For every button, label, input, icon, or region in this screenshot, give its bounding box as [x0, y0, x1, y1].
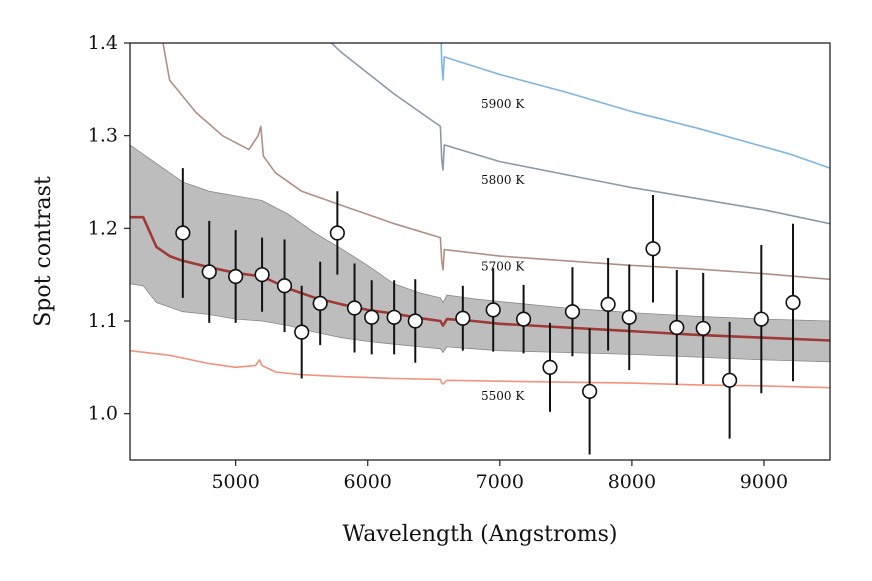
data-point — [695, 320, 711, 337]
model-curve-1 — [330, 43, 830, 225]
data-point — [753, 311, 769, 327]
data-point — [228, 268, 244, 285]
data-point — [386, 309, 402, 325]
best-fit-line — [130, 215, 830, 342]
y-tick-label: 1.4 — [88, 32, 118, 54]
curve-label-0: 5900 K — [481, 97, 525, 111]
data-point — [722, 372, 738, 388]
data-point — [455, 310, 471, 326]
y-tick-label: 1.3 — [88, 125, 118, 147]
y-tick-label: 1.0 — [88, 403, 118, 425]
plot-frame — [129, 42, 831, 461]
x-tick-label: 7000 — [476, 471, 524, 493]
data-point — [175, 225, 191, 241]
x-tick-label: 6000 — [344, 471, 392, 493]
data-point — [294, 324, 310, 340]
y-tick-label: 1.1 — [88, 310, 118, 332]
curve-label-3: 5500 K — [481, 389, 525, 403]
data-point — [564, 304, 581, 320]
x-tick-label: 9000 — [740, 471, 788, 493]
data-point — [542, 359, 558, 375]
data-point — [346, 300, 363, 316]
data-point — [669, 319, 685, 336]
data-point — [600, 296, 616, 312]
x-axis-title: Wavelength (Angstroms) — [343, 522, 618, 547]
data-point — [515, 311, 532, 327]
y-tick-label: 1.2 — [88, 217, 118, 239]
data-point — [645, 241, 661, 257]
curve-label-1: 5800 K — [481, 173, 525, 187]
data-point — [254, 267, 270, 283]
x-tick-label: 5000 — [211, 471, 259, 493]
curve-label-2: 5700 K — [481, 259, 525, 273]
data-point — [201, 264, 217, 280]
data-point — [312, 295, 328, 311]
data-point — [785, 294, 801, 311]
data-point — [485, 302, 501, 318]
data-point — [621, 309, 637, 325]
data-point — [329, 225, 345, 241]
data-point — [582, 383, 598, 400]
data-point — [407, 313, 423, 329]
y-axis-title: Spot contrast — [31, 176, 56, 327]
data-point — [364, 309, 380, 325]
model-curve-3 — [130, 349, 830, 389]
model-curve-0 — [440, 43, 830, 169]
model-curve-2 — [162, 43, 830, 281]
best-fit-confidence-band — [130, 144, 830, 363]
x-tick-label: 8000 — [608, 471, 656, 493]
data-point — [276, 278, 293, 294]
